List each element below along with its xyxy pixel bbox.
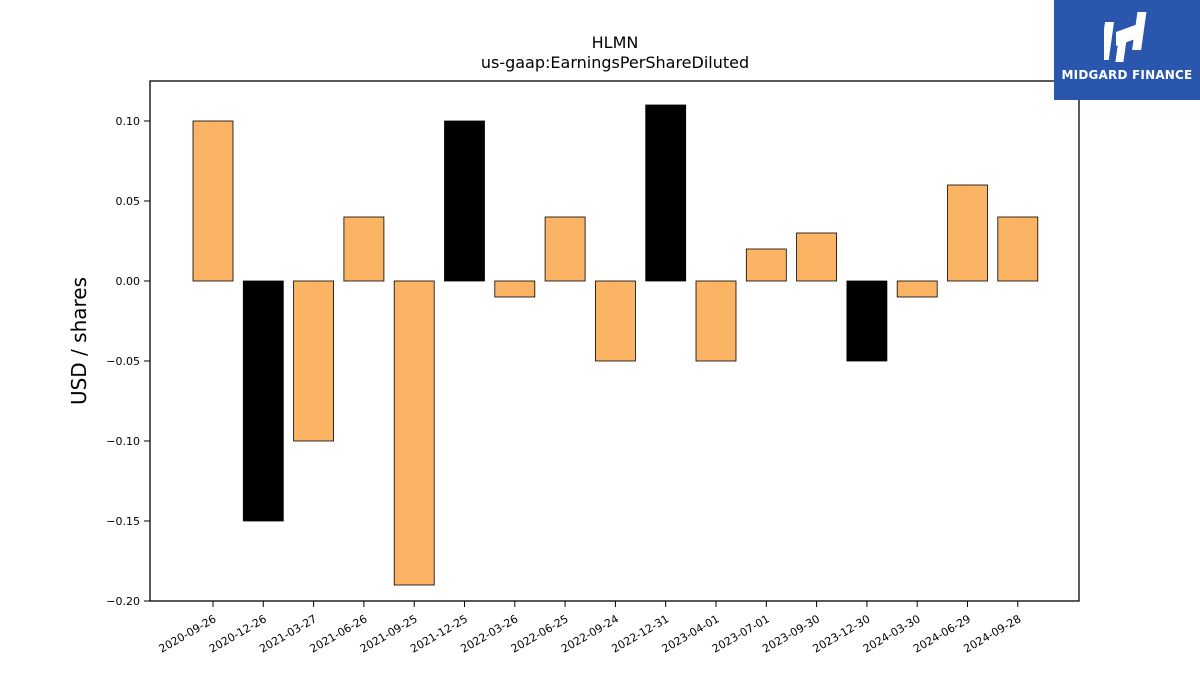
brand-name: MIDGARD FINANCE [1061,68,1193,82]
y-tick-label: −0.15 [106,515,140,528]
chart-subtitle: us-gaap:EarningsPerShareDiluted [481,53,749,72]
bar-2022-06-25 [544,216,586,282]
bar-2023-07-01 [745,248,787,282]
bar-2023-04-01 [695,280,737,362]
y-axis-label: USD / shares [67,277,91,405]
y-ticks-group: 0.10 0.05 0.00 −0.05 −0.10 −0.15 −0.20 [106,115,150,608]
bar-2022-09-24 [595,280,636,362]
midgard-logo-mark-icon [1104,12,1147,62]
bar-2021-09-25 [393,280,435,586]
y-tick-label: −0.20 [106,595,140,608]
y-tick-label: −0.05 [106,355,140,368]
bar-2022-12-31 [645,104,687,282]
bar-2021-03-27 [293,280,335,442]
y-tick-label: 0.05 [116,195,141,208]
chart-title: HLMN [592,33,639,52]
bars-group [192,104,1039,586]
y-tick-label: 0.10 [116,115,141,128]
bar-2021-12-25 [444,120,485,282]
bar-2021-06-26 [343,216,385,282]
bar-2024-09-28 [997,216,1039,282]
x-tick-label: 2024-09-28 [961,612,1023,655]
x-ticks-group: 2020-09-262020-12-262021-03-272021-06-26… [157,601,1023,656]
bar-2020-12-26 [242,280,284,522]
brand-logo: MIDGARD FINANCE [1054,0,1200,100]
y-tick-label: 0.00 [116,275,141,288]
bar-2020-09-26 [192,120,234,282]
bar-2024-06-29 [947,184,988,282]
bar-2023-09-30 [796,232,837,282]
bar-2024-03-30 [896,280,938,298]
y-tick-label: −0.10 [106,435,140,448]
plot-frame [149,80,1080,602]
bar-2022-03-26 [494,280,536,298]
bar-2023-12-30 [846,280,888,362]
